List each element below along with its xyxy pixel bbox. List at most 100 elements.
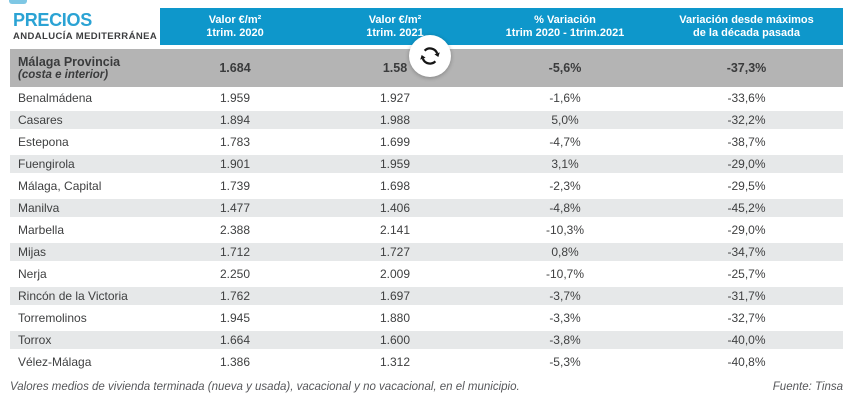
footnote-text: Valores medios de vivienda terminada (nu… <box>10 381 520 393</box>
valor-2020: 1.739 <box>219 179 251 193</box>
variacion: -3,7% <box>549 289 581 303</box>
column-header-variacion: % Variación 1trim 2020 - 1trim.2021 <box>480 8 650 45</box>
municipality-name: Málaga, Capital <box>18 179 102 193</box>
valor-2020: 1.945 <box>219 311 251 325</box>
variacion: -4,8% <box>549 201 581 215</box>
column-header-valor-2020: Valor €/m² 1trim. 2020 <box>160 8 310 45</box>
valor-2021: 1.880 <box>379 311 411 325</box>
variacion-maximos: -45,2% <box>727 201 766 215</box>
valor-2021: 1.600 <box>379 333 411 347</box>
column-header-line1: Valor €/m² <box>368 13 422 26</box>
column-header-line2: 1trim. 2020 <box>206 26 264 39</box>
table-body: Málaga Provincia (costa e interior) 1.68… <box>10 49 843 373</box>
valor-2020: 1.894 <box>219 113 251 127</box>
table-row: Casares 1.894 1.988 5,0% -32,2% <box>10 109 843 131</box>
valor-2021: 1.406 <box>379 201 411 215</box>
valor-2020: 1.783 <box>219 135 251 149</box>
valor-2021: 2.009 <box>379 267 411 281</box>
variacion-maximos: -29,0% <box>727 223 766 237</box>
summary-valor-2021: 1.58 <box>382 61 408 75</box>
variacion-maximos: -40,0% <box>727 333 766 347</box>
title-region: ANDALUCÍA MEDITERRÁNEA <box>13 31 158 42</box>
column-header-valor-2021: Valor €/m² 1trim. 2021 <box>310 8 480 45</box>
valor-2021: 1.959 <box>379 157 411 171</box>
variacion: 0,8% <box>551 245 579 259</box>
valor-2020: 2.388 <box>219 223 251 237</box>
valor-2020: 1.901 <box>219 157 251 171</box>
summary-row-note: (costa e interior) <box>18 68 109 81</box>
valor-2020: 1.959 <box>219 91 251 105</box>
municipality-name: Mijas <box>18 245 47 259</box>
summary-variacion: -5,6% <box>548 61 582 75</box>
column-header-line1: Valor €/m² <box>208 13 262 26</box>
municipality-name: Fuengirola <box>18 157 75 171</box>
table-header-band: Valor €/m² 1trim. 2020 Valor €/m² 1trim.… <box>160 8 843 45</box>
valor-2021: 1.698 <box>379 179 411 193</box>
variacion-maximos: -38,7% <box>727 135 766 149</box>
valor-2021: 1.927 <box>379 91 411 105</box>
table-row: Nerja 2.250 2.009 -10,7% -25,7% <box>10 263 843 285</box>
municipality-name: Manilva <box>18 201 60 215</box>
refresh-icon[interactable] <box>409 35 451 77</box>
summary-valor-2020: 1.684 <box>219 61 251 75</box>
variacion-maximos: -32,2% <box>727 113 766 127</box>
table-row: Torremolinos 1.945 1.880 -3,3% -32,7% <box>10 307 843 329</box>
variacion: -1,6% <box>549 91 581 105</box>
valor-2020: 1.477 <box>219 201 251 215</box>
valor-2020: 1.664 <box>219 333 251 347</box>
variacion: -10,7% <box>545 267 585 281</box>
table-row: Estepona 1.783 1.699 -4,7% -38,7% <box>10 131 843 153</box>
table-row: Marbella 2.388 2.141 -10,3% -29,0% <box>10 219 843 241</box>
table-row: Mijas 1.712 1.727 0,8% -34,7% <box>10 241 843 263</box>
valor-2021: 1.988 <box>379 113 411 127</box>
valor-2020: 1.386 <box>219 355 251 369</box>
valor-2021: 1.727 <box>379 245 411 259</box>
valor-2021: 1.697 <box>379 289 411 303</box>
variacion: 3,1% <box>551 157 579 171</box>
table-row: Manilva 1.477 1.406 -4,8% -45,2% <box>10 197 843 219</box>
title-precios: PRECIOS <box>13 10 92 30</box>
refresh-icon-glyph <box>420 47 440 65</box>
variacion: 5,0% <box>551 113 579 127</box>
valor-2020: 1.712 <box>219 245 251 259</box>
table-row: Benalmádena 1.959 1.927 -1,6% -33,6% <box>10 87 843 109</box>
table-row: Málaga, Capital 1.739 1.698 -2,3% -29,5% <box>10 175 843 197</box>
column-header-variacion-maximos: Variación desde máximos de la década pas… <box>650 8 843 45</box>
municipality-name: Torrox <box>18 333 52 347</box>
valor-2020: 1.762 <box>219 289 251 303</box>
variacion: -2,3% <box>549 179 581 193</box>
variacion: -4,7% <box>549 135 581 149</box>
table-row: Rincón de la Victoria 1.762 1.697 -3,7% … <box>10 285 843 307</box>
table-row: Torrox 1.664 1.600 -3,8% -40,0% <box>10 329 843 351</box>
table-rows: Benalmádena 1.959 1.927 -1,6% -33,6% Cas… <box>10 87 843 373</box>
municipality-name: Nerja <box>18 267 47 281</box>
table-row: Fuengirola 1.901 1.959 3,1% -29,0% <box>10 153 843 175</box>
variacion-maximos: -32,7% <box>727 311 766 325</box>
variacion: -3,8% <box>549 333 581 347</box>
municipality-name: Vélez-Málaga <box>18 355 92 369</box>
variacion: -3,3% <box>549 311 581 325</box>
variacion-maximos: -29,5% <box>727 179 766 193</box>
table-footnote: Valores medios de vivienda terminada (nu… <box>10 381 843 393</box>
variacion: -5,3% <box>549 355 581 369</box>
table-row: Vélez-Málaga 1.386 1.312 -5,3% -40,8% <box>10 351 843 373</box>
municipality-name: Casares <box>18 113 63 127</box>
variacion-maximos: -25,7% <box>727 267 766 281</box>
variacion-maximos: -34,7% <box>727 245 766 259</box>
municipality-name: Benalmádena <box>18 91 93 105</box>
column-header-line2: de la década pasada <box>693 26 800 39</box>
valor-2020: 2.250 <box>219 267 251 281</box>
column-header-line1: % Variación <box>534 13 596 26</box>
valor-2021: 2.141 <box>379 223 411 237</box>
column-header-line1: Variación desde máximos <box>679 13 814 26</box>
municipality-name: Rincón de la Victoria <box>18 289 128 303</box>
variacion-maximos: -31,7% <box>727 289 766 303</box>
variacion: -10,3% <box>545 223 585 237</box>
variacion-maximos: -29,0% <box>727 157 766 171</box>
summary-row-name: Málaga Provincia (costa e interior) <box>10 55 160 82</box>
valor-2021: 1.312 <box>379 355 411 369</box>
cropped-logo-fragment <box>9 0 27 4</box>
summary-row-title: Málaga Provincia <box>18 54 121 69</box>
column-header-line2: 1trim 2020 - 1trim.2021 <box>505 26 625 39</box>
